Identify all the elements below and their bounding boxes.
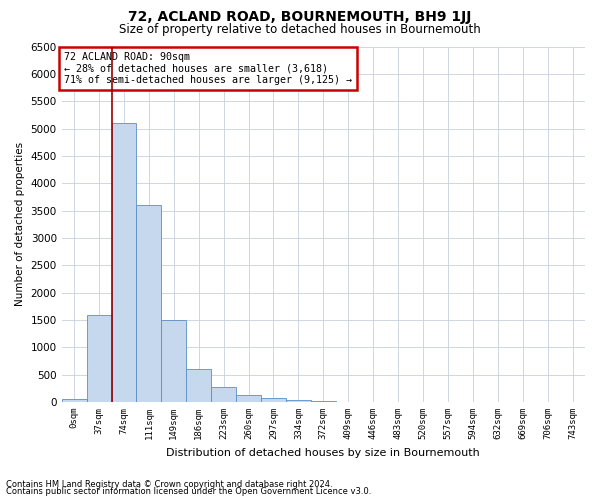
Text: Contains public sector information licensed under the Open Government Licence v3: Contains public sector information licen… [6,487,371,496]
Y-axis label: Number of detached properties: Number of detached properties [15,142,25,306]
Bar [161,320,186,402]
Bar [136,205,161,402]
Text: Size of property relative to detached houses in Bournemouth: Size of property relative to detached ho… [119,22,481,36]
Text: Contains HM Land Registry data © Crown copyright and database right 2024.: Contains HM Land Registry data © Crown c… [6,480,332,489]
Bar [62,400,86,402]
Bar [236,396,261,402]
Text: 72, ACLAND ROAD, BOURNEMOUTH, BH9 1JJ: 72, ACLAND ROAD, BOURNEMOUTH, BH9 1JJ [128,10,472,24]
Bar [261,398,286,402]
Text: 72 ACLAND ROAD: 90sqm
← 28% of detached houses are smaller (3,618)
71% of semi-d: 72 ACLAND ROAD: 90sqm ← 28% of detached … [64,52,352,85]
Bar [86,314,112,402]
Bar [311,401,336,402]
Bar [112,123,136,402]
X-axis label: Distribution of detached houses by size in Bournemouth: Distribution of detached houses by size … [166,448,480,458]
Bar [211,388,236,402]
Bar [186,369,211,402]
Bar [286,400,311,402]
